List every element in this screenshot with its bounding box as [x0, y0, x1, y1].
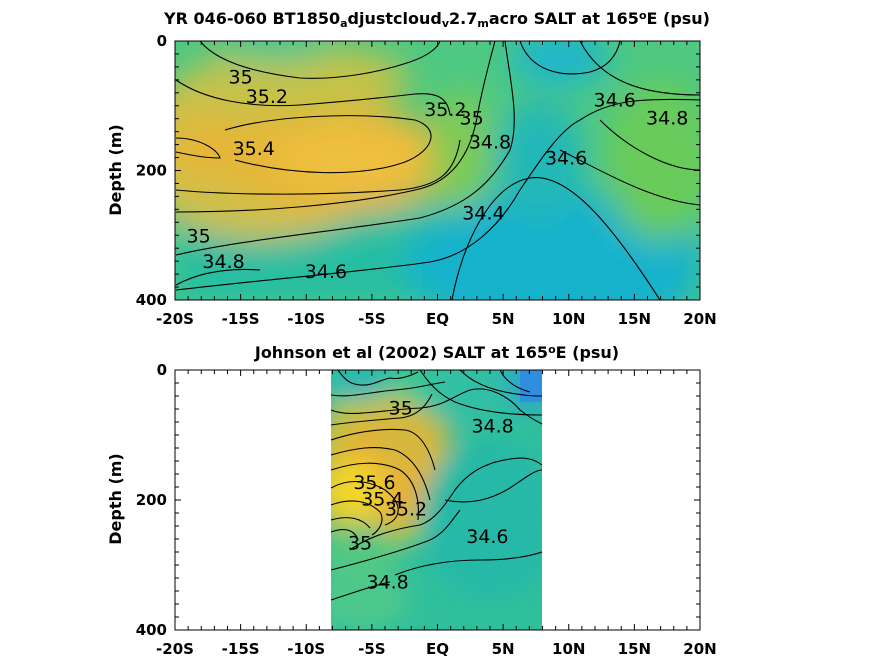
contour-label: 35.2 — [385, 498, 427, 520]
contour-label: 35 — [389, 398, 413, 420]
x-tick-label: 20N — [683, 640, 716, 656]
x-tick-label: 5N — [492, 310, 515, 328]
top-x-axis: -20S -15S -10S -5S EQ 5N 10N 15N 20N — [156, 41, 717, 328]
x-tick-label: EQ — [426, 640, 449, 656]
x-tick-label: 10N — [552, 640, 585, 656]
bottom-x-axis: -20S -15S -10S -5S EQ 5N 10N 15N 20N — [156, 370, 717, 656]
x-tick-label: 5N — [492, 640, 515, 656]
x-tick-label: 10N — [552, 310, 585, 328]
contour-label: 35.2 — [246, 86, 288, 108]
y-tick-label: 400 — [136, 621, 167, 639]
contour-label: 34.8 — [471, 415, 513, 437]
top-contour-lines — [175, 41, 700, 300]
bottom-contour-lines — [331, 370, 542, 601]
contour-label: 34.4 — [462, 203, 504, 225]
bottom-salinity-field: 35 34.8 35.635.435.2 34.6 35 34.8 — [331, 370, 542, 630]
x-tick-label: 20N — [683, 310, 716, 328]
x-tick-label: 15N — [618, 310, 651, 328]
contour-label: 34.6 — [594, 89, 636, 111]
bottom-contour-labels: 35 34.8 35.635.435.2 34.6 35 34.8 — [348, 398, 514, 594]
bottom-y-axis: 0 200 400 — [136, 361, 700, 639]
contour-label: 35.2 — [424, 99, 466, 121]
x-tick-label: EQ — [426, 310, 449, 328]
contour-label: 35.4 — [361, 489, 403, 511]
contour-label: 34.6 — [545, 148, 587, 170]
y-tick-label: 200 — [136, 162, 167, 180]
top-salinity-field: 3535.235.435.23534.834.634.634.834.43534… — [175, 41, 700, 300]
y-tick-label: 200 — [136, 491, 167, 509]
x-tick-label: -15S — [222, 310, 260, 328]
x-tick-label: -10S — [287, 640, 325, 656]
top-panel: YR 046-060 BT1850adjustcloudv2.7macro SA… — [106, 9, 717, 328]
bottom-panel: Johnson et al (2002) SALT at 165oE (psu) — [106, 343, 717, 656]
contour-label: 34.6 — [466, 526, 508, 548]
x-tick-label: -20S — [156, 310, 194, 328]
top-contour-labels: 3535.235.435.23534.834.634.634.834.43534… — [187, 67, 689, 283]
x-tick-label: 15N — [618, 640, 651, 656]
contour-label: 35.6 — [353, 472, 395, 494]
y-tick-label: 0 — [157, 32, 167, 50]
x-tick-label: -20S — [156, 640, 194, 656]
x-tick-label: -10S — [287, 310, 325, 328]
contour-label: 35 — [348, 532, 372, 554]
bottom-y-axis-label: Depth (m) — [106, 453, 125, 545]
contour-label: 35.4 — [233, 138, 275, 160]
y-tick-label: 400 — [136, 291, 167, 309]
contour-label: 34.8 — [469, 131, 511, 153]
contour-label: 35 — [229, 67, 253, 89]
y-tick-label: 0 — [157, 361, 167, 379]
contour-label: 34.8 — [202, 251, 244, 273]
x-tick-label: -15S — [222, 640, 260, 656]
top-y-axis-label: Depth (m) — [106, 124, 125, 216]
x-tick-label: -5S — [358, 640, 385, 656]
contour-label: 35 — [187, 225, 211, 247]
contour-label: 35 — [460, 107, 484, 129]
contour-label: 34.8 — [646, 107, 688, 129]
contour-label: 34.6 — [305, 261, 347, 283]
x-tick-label: -5S — [358, 310, 385, 328]
contour-label: 34.8 — [366, 571, 408, 593]
top-y-axis: 0 200 400 — [136, 32, 700, 309]
bottom-chart-title: Johnson et al (2002) SALT at 165oE (psu) — [254, 343, 619, 362]
top-chart-title: YR 046-060 BT1850adjustcloudv2.7macro SA… — [163, 9, 710, 30]
